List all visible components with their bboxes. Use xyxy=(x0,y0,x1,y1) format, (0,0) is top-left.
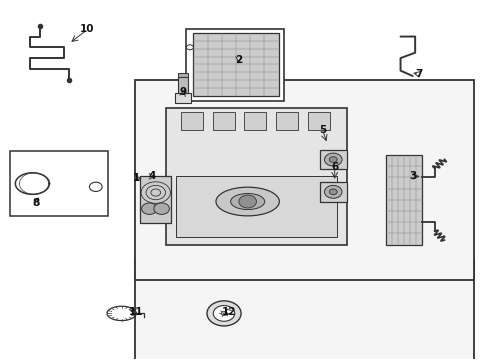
Circle shape xyxy=(329,189,336,195)
Circle shape xyxy=(239,195,256,208)
Bar xyxy=(176,176,336,237)
Text: 7: 7 xyxy=(414,69,422,79)
Text: 11: 11 xyxy=(129,307,143,317)
Bar xyxy=(185,30,283,101)
Text: 4: 4 xyxy=(148,171,155,181)
Bar xyxy=(276,112,298,130)
Bar xyxy=(140,176,171,223)
Bar xyxy=(177,73,188,77)
Bar xyxy=(135,259,473,360)
Circle shape xyxy=(206,301,241,326)
Text: 10: 10 xyxy=(80,24,95,35)
Circle shape xyxy=(324,153,341,166)
Text: 9: 9 xyxy=(180,87,187,97)
Bar xyxy=(385,155,422,244)
Bar xyxy=(307,112,329,130)
Bar xyxy=(244,112,266,130)
Circle shape xyxy=(221,311,226,316)
Circle shape xyxy=(324,185,341,198)
Bar xyxy=(166,108,346,244)
Bar xyxy=(212,112,234,130)
Bar xyxy=(320,149,346,169)
Circle shape xyxy=(186,45,193,50)
Bar xyxy=(177,77,188,94)
Bar xyxy=(181,112,203,130)
Circle shape xyxy=(213,306,234,321)
Text: 3: 3 xyxy=(408,171,415,181)
Ellipse shape xyxy=(230,193,264,210)
Circle shape xyxy=(329,157,336,162)
Bar xyxy=(193,33,278,96)
Bar xyxy=(175,93,190,103)
Bar xyxy=(320,182,346,202)
Text: 1: 1 xyxy=(132,173,140,183)
Bar xyxy=(10,151,108,216)
Bar xyxy=(135,80,473,280)
Circle shape xyxy=(142,203,157,215)
Ellipse shape xyxy=(216,187,279,216)
Text: 2: 2 xyxy=(235,55,242,65)
Text: 12: 12 xyxy=(221,307,236,317)
Circle shape xyxy=(154,203,169,215)
Text: 8: 8 xyxy=(33,198,40,208)
Circle shape xyxy=(89,182,102,192)
Text: 5: 5 xyxy=(318,125,325,135)
Text: 6: 6 xyxy=(330,162,338,172)
